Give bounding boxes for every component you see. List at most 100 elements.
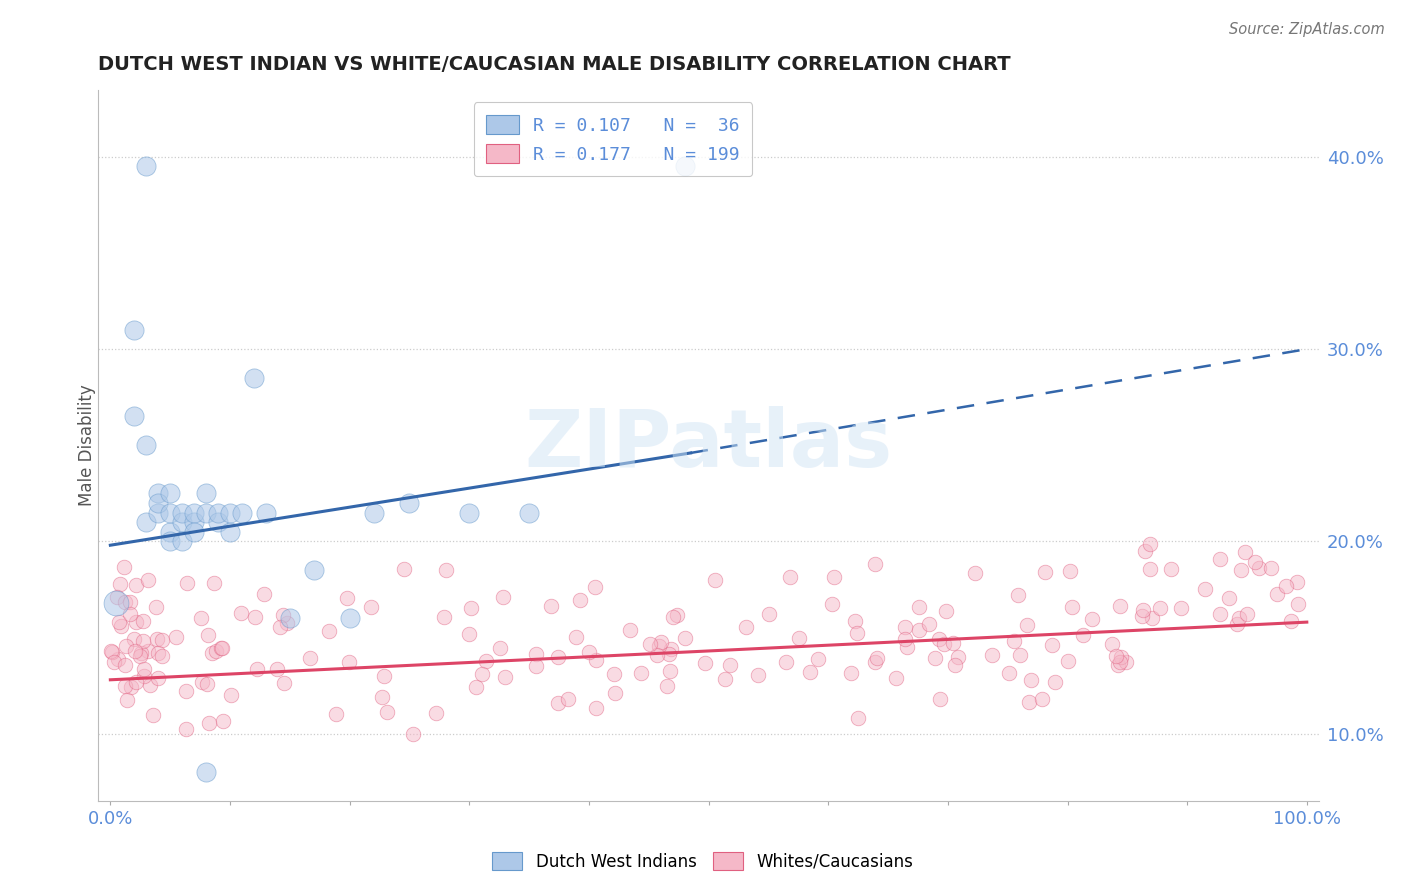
Point — [172, 506, 194, 520]
Point — [1135, 544, 1157, 558]
Point — [547, 649, 569, 664]
Point — [132, 614, 155, 628]
Point — [846, 710, 869, 724]
Point — [339, 611, 361, 625]
Point — [105, 596, 128, 610]
Point — [1002, 633, 1025, 648]
Point — [183, 524, 205, 539]
Point — [585, 701, 607, 715]
Point — [1149, 600, 1171, 615]
Point — [114, 595, 136, 609]
Point — [298, 651, 321, 665]
Point — [118, 595, 141, 609]
Point — [197, 628, 219, 642]
Point — [190, 611, 212, 625]
Point — [569, 593, 592, 607]
Point — [1018, 695, 1040, 709]
Point — [108, 615, 131, 629]
Point — [132, 662, 155, 676]
Text: ZIPatlas: ZIPatlas — [524, 406, 893, 484]
Point — [254, 506, 277, 520]
Point — [1160, 562, 1182, 576]
Point — [657, 679, 679, 693]
Point — [981, 648, 1004, 662]
Point — [494, 671, 516, 685]
Point — [336, 591, 359, 606]
Point — [363, 506, 385, 520]
Point — [1062, 600, 1084, 615]
Point — [1031, 691, 1053, 706]
Point — [578, 645, 600, 659]
Point — [734, 620, 756, 634]
Point — [205, 643, 228, 657]
Point — [148, 646, 170, 660]
Point — [460, 600, 482, 615]
Point — [948, 650, 970, 665]
Point — [107, 651, 129, 665]
Point — [159, 486, 181, 500]
Point — [747, 667, 769, 681]
Point — [195, 677, 218, 691]
Point — [172, 534, 194, 549]
Point — [1279, 614, 1302, 628]
Point — [846, 626, 869, 640]
Point — [201, 646, 224, 660]
Point — [159, 524, 181, 539]
Point — [159, 506, 181, 520]
Point — [190, 675, 212, 690]
Point — [195, 486, 218, 500]
Point — [807, 652, 830, 666]
Point — [929, 692, 952, 706]
Point — [547, 697, 569, 711]
Point — [844, 614, 866, 628]
Point — [997, 666, 1019, 681]
Point — [1285, 575, 1308, 590]
Point — [839, 665, 862, 680]
Point — [139, 678, 162, 692]
Point — [896, 640, 918, 655]
Point — [1108, 656, 1130, 670]
Point — [1019, 673, 1042, 687]
Point — [779, 570, 801, 584]
Point — [648, 639, 671, 653]
Point — [229, 607, 252, 621]
Point — [918, 616, 941, 631]
Point — [101, 644, 124, 658]
Point — [124, 323, 146, 337]
Point — [138, 573, 160, 587]
Point — [117, 692, 139, 706]
Point — [1170, 600, 1192, 615]
Point — [524, 659, 547, 673]
Point — [128, 648, 150, 663]
Point — [942, 635, 965, 649]
Point — [1043, 675, 1066, 690]
Point — [120, 680, 142, 694]
Point — [211, 641, 233, 656]
Point — [100, 644, 122, 658]
Point — [148, 486, 170, 500]
Point — [371, 690, 394, 704]
Point — [758, 607, 780, 621]
Point — [212, 714, 235, 728]
Point — [1139, 561, 1161, 575]
Point — [565, 631, 588, 645]
Point — [132, 669, 155, 683]
Text: DUTCH WEST INDIAN VS WHITE/CAUCASIAN MALE DISABILITY CORRELATION CHART: DUTCH WEST INDIAN VS WHITE/CAUCASIAN MAL… — [98, 55, 1011, 74]
Point — [150, 633, 173, 648]
Point — [1059, 564, 1081, 578]
Point — [278, 611, 301, 625]
Point — [148, 496, 170, 510]
Point — [1249, 561, 1271, 575]
Point — [398, 496, 420, 510]
Point — [122, 632, 145, 646]
Point — [650, 635, 672, 649]
Point — [150, 649, 173, 664]
Point — [103, 655, 125, 669]
Point — [603, 666, 626, 681]
Point — [907, 600, 929, 615]
Point — [112, 560, 135, 574]
Point — [1010, 648, 1032, 662]
Point — [360, 599, 382, 614]
Point — [658, 664, 681, 678]
Point — [125, 578, 148, 592]
